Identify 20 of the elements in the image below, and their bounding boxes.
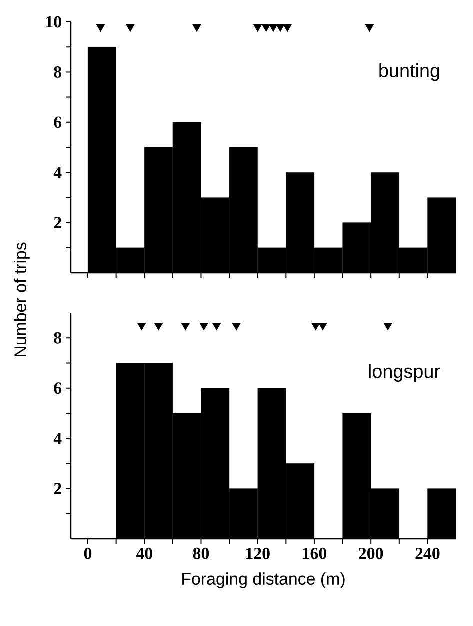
x-tick-label: 80 — [193, 548, 210, 560]
x-tick-label: 160 — [303, 548, 327, 560]
y-tick-label: 4 — [54, 432, 62, 444]
x-tick-label: 120 — [246, 548, 270, 560]
y-tick-label: 6 — [54, 116, 62, 128]
y-tick-label: 2 — [54, 483, 62, 494]
y-tick-label: 8 — [54, 66, 62, 78]
annotation: longspur — [369, 364, 440, 382]
x-tick-label: 240 — [416, 548, 440, 560]
y-tick-label: 10 — [46, 16, 62, 28]
annotation: bunting — [380, 64, 440, 82]
y-tick-label: 6 — [54, 382, 62, 394]
x-tick-label: 200 — [359, 548, 384, 560]
y-tick-label: 2 — [54, 217, 62, 228]
y-axis-title: Number of trips — [14, 242, 30, 356]
x-axis-title: Foraging distance (m) — [182, 572, 345, 588]
x-tick-label: 0 — [84, 548, 92, 560]
y-tick-label: 4 — [54, 167, 62, 178]
y-tick-label: 8 — [54, 332, 62, 344]
x-tick-label: 40 — [136, 548, 152, 560]
